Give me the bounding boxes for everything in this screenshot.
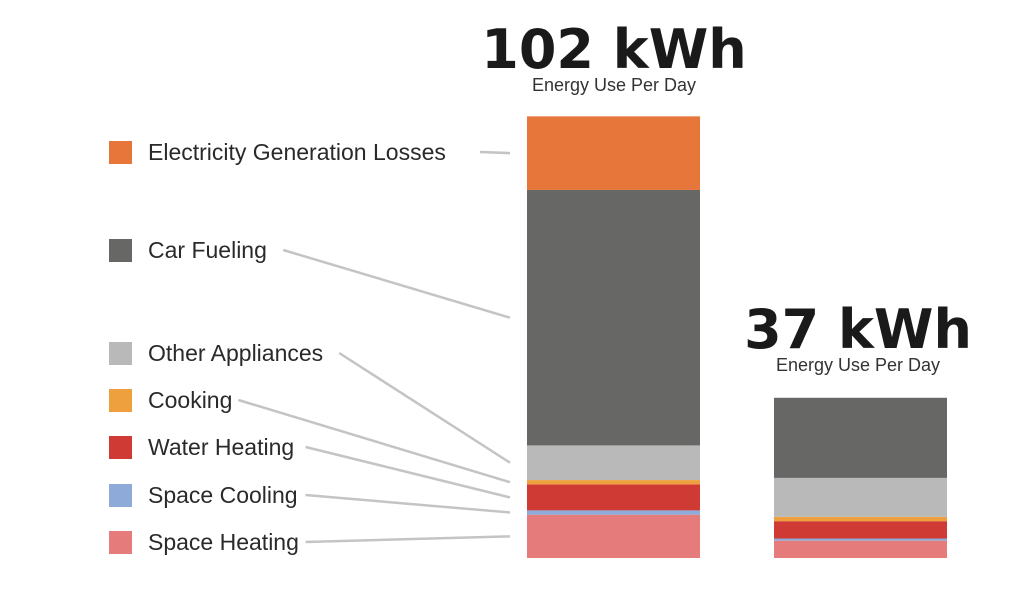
leader-line-water-heating: [305, 445, 511, 499]
legend-label-space-heating: Space Heating: [148, 529, 299, 555]
legend-swatch-water-heating: [109, 436, 132, 459]
leader-line-electricity-generation-losses: [479, 150, 511, 155]
legend-label-other-appliances: Other Appliances: [148, 340, 323, 366]
subtitle-bar-2: Energy Use Per Day: [776, 355, 940, 375]
total-label-bar-1: 102 kWh: [481, 18, 746, 81]
legend-swatch-space-heating: [109, 531, 132, 554]
legend-label-space-cooling: Space Cooling: [148, 482, 298, 508]
bar-1-segment-space-heating: [527, 514, 700, 558]
bars-layer: [527, 116, 947, 558]
bar-1-segment-space-cooling: [527, 510, 700, 515]
bar-2-segment-car-fueling: [774, 397, 947, 478]
subtitle-bar-1: Energy Use Per Day: [532, 75, 696, 95]
total-label-bar-2: 37 kWh: [744, 298, 972, 361]
bar-2-segment-space-heating: [774, 540, 947, 558]
legend-label-car-fueling: Car Fueling: [148, 237, 267, 263]
bar-2-segment-water-heating: [774, 521, 947, 539]
bar-2-segment-space-cooling: [774, 538, 947, 541]
bar-1-segment-electricity-generation-losses: [527, 116, 700, 190]
bar-1-segment-car-fueling: [527, 189, 700, 446]
bar-1-segment-water-heating: [527, 484, 700, 511]
legend: Electricity Generation Losses Car Fueling…: [109, 139, 446, 555]
legend-swatch-space-cooling: [109, 484, 132, 507]
bar-2-segment-other-appliances: [774, 477, 947, 517]
bar-2-segment-cooking: [774, 516, 947, 522]
leader-lines: [238, 150, 511, 544]
leader-line-car-fueling: [282, 248, 511, 319]
legend-swatch-cooking: [109, 389, 132, 412]
leader-line-cooking: [238, 398, 511, 484]
legend-swatch-car-fueling: [109, 239, 132, 262]
bar-1-segment-other-appliances: [527, 445, 700, 481]
leader-line-space-cooling: [305, 493, 511, 514]
legend-label-cooking: Cooking: [148, 387, 232, 413]
leader-line-space-heating: [305, 535, 511, 544]
legend-label-electricity-generation-losses: Electricity Generation Losses: [148, 139, 446, 165]
legend-label-water-heating: Water Heating: [148, 434, 294, 460]
legend-swatch-other-appliances: [109, 342, 132, 365]
bar-1-segment-cooking: [527, 480, 700, 485]
legend-swatch-electricity-generation-losses: [109, 141, 132, 164]
leader-line-other-appliances: [338, 351, 511, 464]
